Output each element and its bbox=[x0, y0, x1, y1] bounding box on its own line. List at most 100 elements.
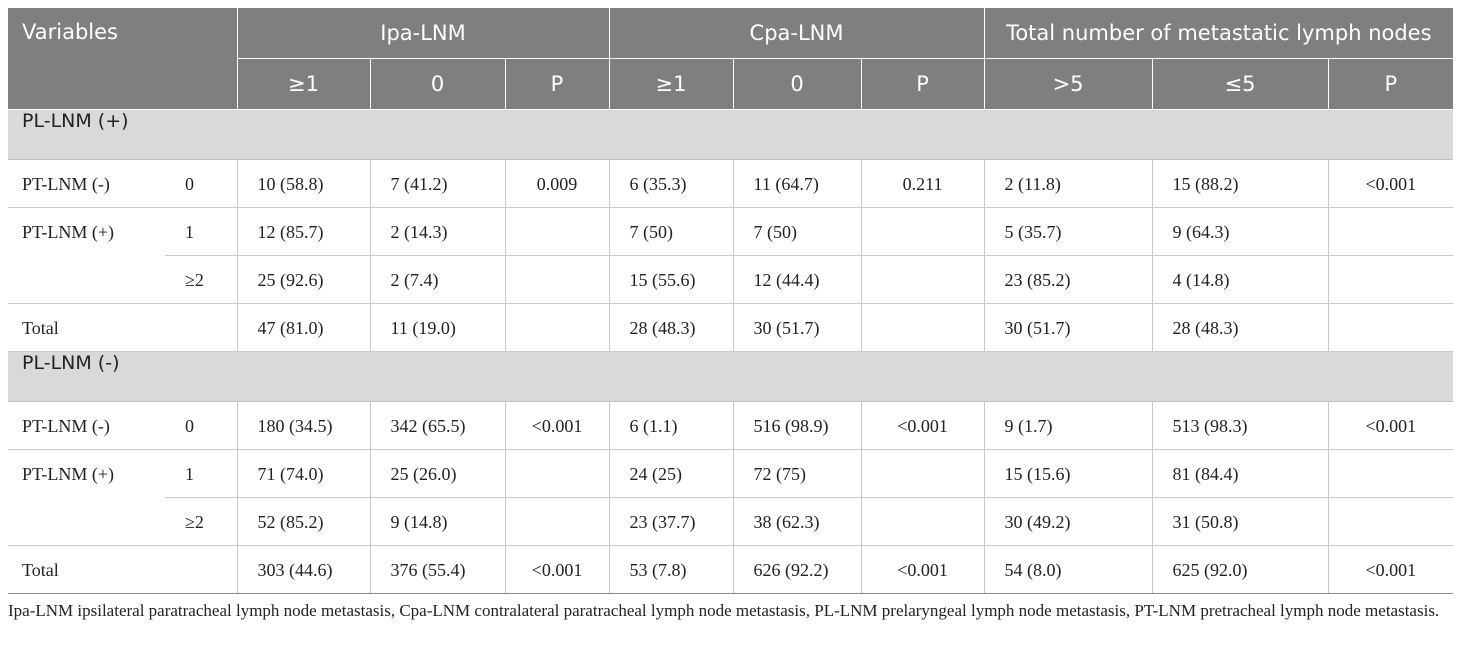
p-value-cell bbox=[1328, 303, 1454, 352]
subheader: 0 bbox=[733, 58, 862, 110]
value-cell: 7 (41.2) bbox=[370, 159, 506, 208]
value-cell: 28 (48.3) bbox=[1152, 303, 1329, 352]
value-cell: 342 (65.5) bbox=[370, 401, 506, 450]
value-cell: 28 (48.3) bbox=[609, 303, 734, 352]
row-label: PT-LNM (-) bbox=[8, 401, 165, 450]
section-row: PL-LNM (+) bbox=[8, 109, 1454, 160]
table-footnote: Ipa-LNM ipsilateral paratracheal lymph n… bbox=[8, 600, 1440, 620]
p-value-cell: <0.001 bbox=[861, 401, 985, 450]
variables-header: Variables bbox=[8, 8, 238, 110]
subheader: P bbox=[1328, 58, 1454, 110]
value-cell: 9 (1.7) bbox=[984, 401, 1153, 450]
p-value-cell bbox=[1328, 255, 1454, 304]
p-value-cell bbox=[1328, 497, 1454, 546]
value-cell: 53 (7.8) bbox=[609, 545, 734, 594]
value-cell: 513 (98.3) bbox=[1152, 401, 1329, 450]
p-value-cell: <0.001 bbox=[505, 545, 610, 594]
p-value-cell bbox=[505, 207, 610, 256]
value-cell: 6 (35.3) bbox=[609, 159, 734, 208]
value-cell: 12 (44.4) bbox=[733, 255, 862, 304]
subheader: ≥1 bbox=[237, 58, 371, 110]
value-cell: 4 (14.8) bbox=[1152, 255, 1329, 304]
value-cell: 2 (7.4) bbox=[370, 255, 506, 304]
value-cell: 12 (85.7) bbox=[237, 207, 371, 256]
value-cell: 180 (34.5) bbox=[237, 401, 371, 450]
value-cell: 7 (50) bbox=[733, 207, 862, 256]
row-sublabel bbox=[165, 545, 238, 594]
row-sublabel: 0 bbox=[165, 401, 238, 450]
table-container: Variables Ipa-LNM Cpa-LNM Total number o… bbox=[8, 8, 1454, 623]
p-value-cell bbox=[861, 303, 985, 352]
p-value-cell: 0.211 bbox=[861, 159, 985, 208]
value-cell: 30 (51.7) bbox=[733, 303, 862, 352]
section-title: PL-LNM (+) bbox=[8, 109, 1454, 160]
group-header-cpa: Cpa-LNM bbox=[609, 8, 985, 59]
value-cell: 11 (64.7) bbox=[733, 159, 862, 208]
row-label: PT-LNM (-) bbox=[8, 159, 165, 208]
subheader: P bbox=[505, 58, 610, 110]
p-value-cell bbox=[505, 449, 610, 498]
value-cell: 31 (50.8) bbox=[1152, 497, 1329, 546]
row-sublabel bbox=[165, 303, 238, 352]
p-value-cell bbox=[1328, 207, 1454, 256]
value-cell: 5 (35.7) bbox=[984, 207, 1153, 256]
subheader: >5 bbox=[984, 58, 1153, 110]
value-cell: 11 (19.0) bbox=[370, 303, 506, 352]
p-value-cell bbox=[505, 303, 610, 352]
value-cell: 23 (37.7) bbox=[609, 497, 734, 546]
value-cell: 15 (55.6) bbox=[609, 255, 734, 304]
value-cell: 24 (25) bbox=[609, 449, 734, 498]
value-cell: 25 (26.0) bbox=[370, 449, 506, 498]
p-value-cell bbox=[861, 449, 985, 498]
value-cell: 10 (58.8) bbox=[237, 159, 371, 208]
p-value-cell: <0.001 bbox=[1328, 159, 1454, 208]
value-cell: 54 (8.0) bbox=[984, 545, 1153, 594]
value-cell: 15 (88.2) bbox=[1152, 159, 1329, 208]
p-value-cell: <0.001 bbox=[1328, 401, 1454, 450]
value-cell: 6 (1.1) bbox=[609, 401, 734, 450]
subheader: P bbox=[861, 58, 985, 110]
row-sublabel: 1 bbox=[165, 207, 238, 256]
p-value-cell bbox=[861, 207, 985, 256]
table-row: PT-LNM (-) 0 180 (34.5) 342 (65.5) <0.001 6 (… bbox=[8, 401, 1454, 450]
group-header-ipa: Ipa-LNM bbox=[237, 8, 610, 59]
row-sublabel: ≥2 bbox=[165, 255, 238, 304]
table-row: ≥2 25 (92.6) 2 (7.4) 15 (55.6) 12 (44.4) 23 (… bbox=[8, 255, 1454, 304]
value-cell: 30 (51.7) bbox=[984, 303, 1153, 352]
value-cell: 625 (92.0) bbox=[1152, 545, 1329, 594]
value-cell: 303 (44.6) bbox=[237, 545, 371, 594]
value-cell: 15 (15.6) bbox=[984, 449, 1153, 498]
value-cell: 47 (81.0) bbox=[237, 303, 371, 352]
row-label: PT-LNM (+) bbox=[8, 207, 165, 304]
value-cell: 38 (62.3) bbox=[733, 497, 862, 546]
table-body: PL-LNM (+) PT-LNM (-) 0 10 (58.8) 7 (41.2) 0.… bbox=[8, 109, 1454, 594]
p-value-cell bbox=[505, 497, 610, 546]
value-cell: 71 (74.0) bbox=[237, 449, 371, 498]
section-row: PL-LNM (-) bbox=[8, 351, 1454, 402]
row-label: Total bbox=[8, 545, 165, 594]
table-row: PT-LNM (+) 1 12 (85.7) 2 (14.3) 7 (50) 7 (50)… bbox=[8, 207, 1454, 304]
value-cell: 9 (14.8) bbox=[370, 497, 506, 546]
table-row: Total 47 (81.0) 11 (19.0) 28 (48.3) 30 (51.7… bbox=[8, 303, 1454, 352]
row-label: PT-LNM (+) bbox=[8, 449, 165, 546]
row-sublabel: 0 bbox=[165, 159, 238, 208]
value-cell: 516 (98.9) bbox=[733, 401, 862, 450]
value-cell: 376 (55.4) bbox=[370, 545, 506, 594]
p-value-cell bbox=[505, 255, 610, 304]
value-cell: 9 (64.3) bbox=[1152, 207, 1329, 256]
value-cell: 25 (92.6) bbox=[237, 255, 371, 304]
value-cell: 2 (11.8) bbox=[984, 159, 1153, 208]
subheader: ≥1 bbox=[609, 58, 734, 110]
row-sublabel: ≥2 bbox=[165, 497, 238, 546]
value-cell: 2 (14.3) bbox=[370, 207, 506, 256]
subheader: 0 bbox=[370, 58, 506, 110]
lnm-table: Variables Ipa-LNM Cpa-LNM Total number o… bbox=[8, 8, 1454, 594]
table-header: Variables Ipa-LNM Cpa-LNM Total number o… bbox=[8, 8, 1454, 110]
value-cell: 30 (49.2) bbox=[984, 497, 1153, 546]
value-cell: 52 (85.2) bbox=[237, 497, 371, 546]
p-value-cell bbox=[861, 255, 985, 304]
value-cell: 72 (75) bbox=[733, 449, 862, 498]
p-value-cell: <0.001 bbox=[861, 545, 985, 594]
p-value-cell: <0.001 bbox=[1328, 545, 1454, 594]
table-row: PT-LNM (+) 1 71 (74.0) 25 (26.0) 24 (25) 72 (… bbox=[8, 449, 1454, 546]
